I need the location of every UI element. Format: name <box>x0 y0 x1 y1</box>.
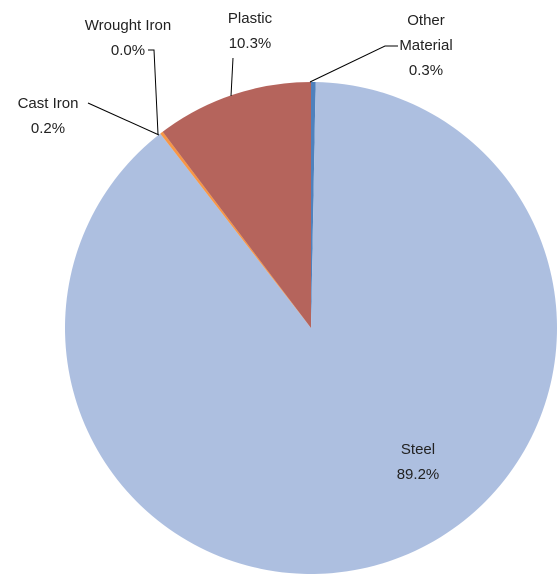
slice-name: Other Material <box>399 12 453 54</box>
pie-slice <box>65 82 557 575</box>
slice-value: 10.3% <box>228 35 272 52</box>
slice-label: Steel 89.2% <box>358 437 478 487</box>
slice-name: Plastic <box>227 10 273 27</box>
slice-name: Steel <box>400 441 436 458</box>
pie-slice <box>311 82 316 328</box>
leader-lines <box>87 45 398 136</box>
slice-label: Wrought Iron 0.0% <box>58 13 198 63</box>
slice-value: 0.0% <box>110 42 146 59</box>
slice-label: Cast Iron 0.2% <box>0 91 98 141</box>
slice-name: Cast Iron <box>17 95 79 112</box>
leader-line <box>87 102 160 136</box>
leader-line <box>309 45 398 83</box>
pie-slice <box>160 131 311 328</box>
leader-line <box>148 49 159 135</box>
pie-slice <box>162 131 311 328</box>
slice-label: Other Material 0.3% <box>381 8 471 83</box>
pie-slice <box>162 82 311 328</box>
slice-label: Plastic 10.3% <box>200 6 300 56</box>
slice-value: 0.2% <box>30 120 66 137</box>
slice-value: 0.3% <box>408 62 444 79</box>
slices <box>65 82 557 575</box>
leader-line <box>230 57 234 97</box>
slice-value: 89.2% <box>396 466 440 483</box>
slice-name: Wrought Iron <box>84 17 172 34</box>
